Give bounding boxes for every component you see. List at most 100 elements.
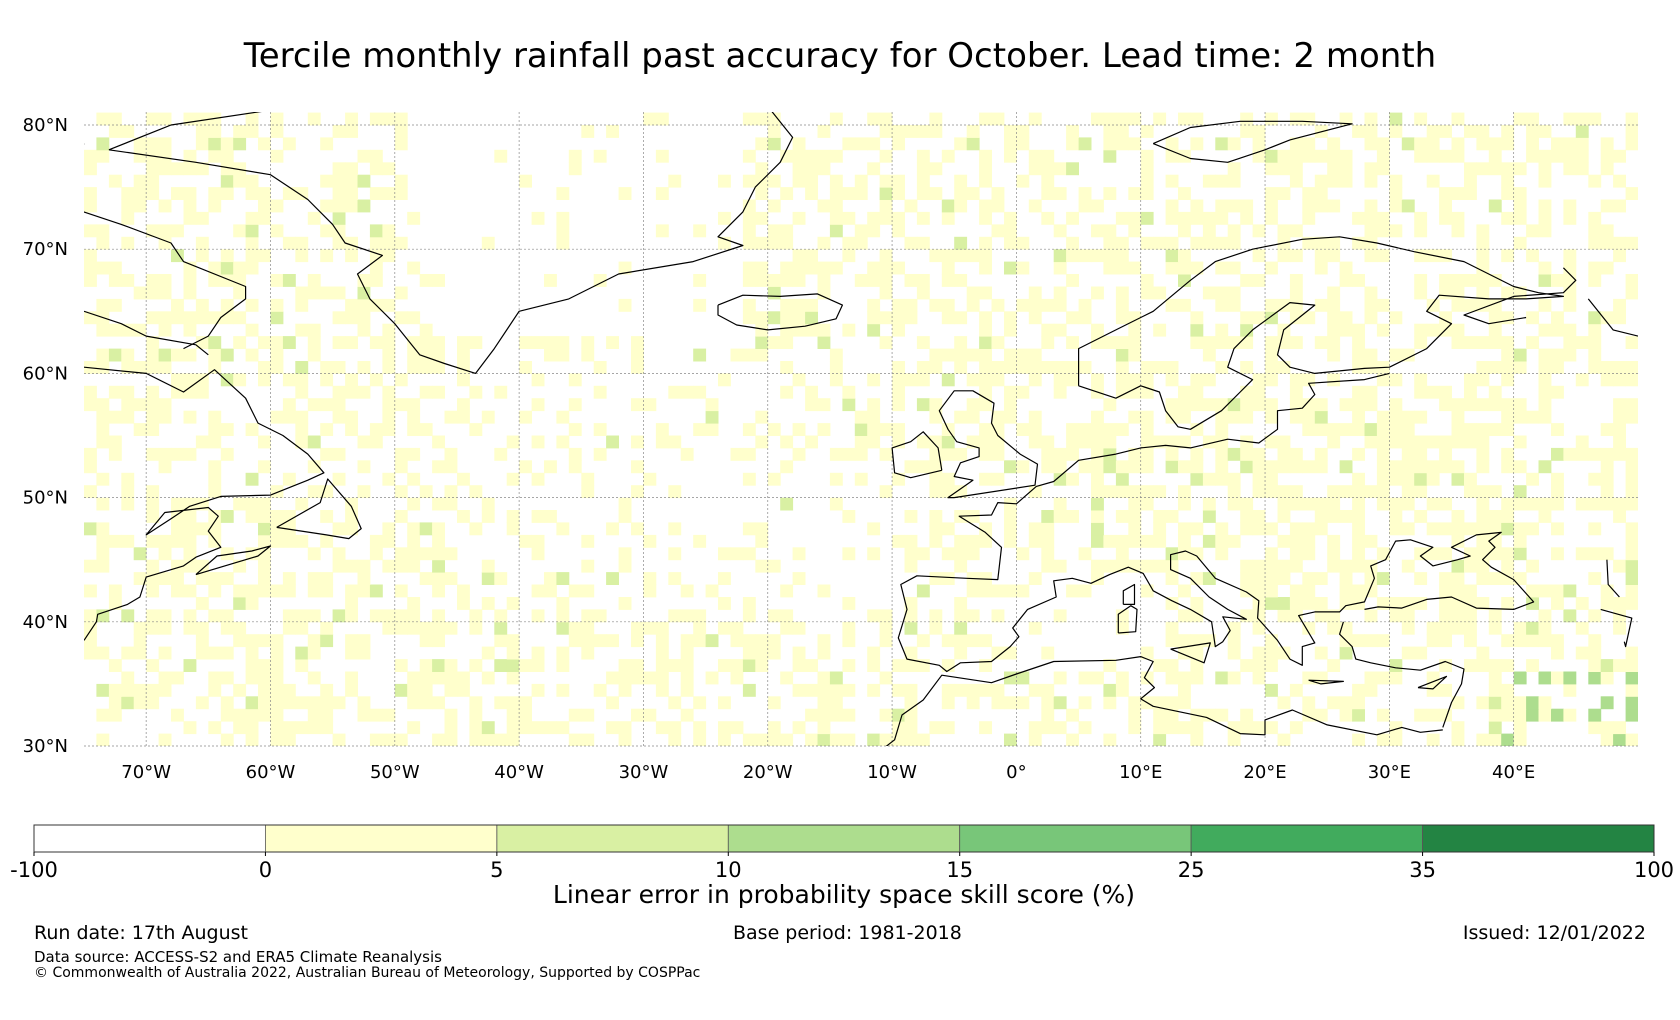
skill-cell <box>1215 236 1229 250</box>
skill-cell <box>233 683 247 697</box>
skill-cell <box>146 497 160 511</box>
skill-cell <box>345 311 358 325</box>
skill-cell <box>680 584 694 598</box>
skill-cell <box>581 621 595 635</box>
skill-cell <box>282 609 296 623</box>
skill-cell <box>1016 174 1030 188</box>
skill-cell <box>904 708 918 722</box>
skill-cell <box>1352 211 1365 225</box>
skill-cell <box>444 447 458 461</box>
skill-cell <box>1600 547 1614 561</box>
skill-cell <box>1451 187 1465 200</box>
skill-cell <box>1140 410 1154 424</box>
skill-cell <box>171 559 184 573</box>
skill-cell <box>593 385 607 399</box>
skill-cell <box>1153 236 1167 250</box>
skill-cell <box>1028 112 1042 126</box>
skill-cell <box>1613 149 1626 163</box>
skill-cell <box>1277 361 1291 374</box>
skill-cell <box>1613 659 1626 672</box>
skill-cell <box>519 460 532 474</box>
skill-cell <box>1352 125 1365 138</box>
skill-cell <box>1091 199 1104 213</box>
skill-cell <box>1227 261 1241 275</box>
skill-cell <box>1364 311 1378 325</box>
skill-cell <box>245 708 259 722</box>
skill-cell <box>1165 559 1179 573</box>
skill-cell <box>146 162 160 176</box>
skill-cell <box>1364 236 1378 250</box>
skill-cell <box>929 472 943 486</box>
skill-cell <box>432 572 445 585</box>
skill-cell <box>171 224 184 238</box>
skill-cell <box>718 733 731 746</box>
skill-cell <box>1289 249 1303 263</box>
skill-cell <box>1501 348 1515 362</box>
skill-cell <box>1488 733 1502 746</box>
skill-cell <box>929 162 943 176</box>
skill-cell <box>879 621 893 635</box>
skill-cell <box>1451 559 1465 573</box>
skill-cell <box>432 435 445 449</box>
skill-cell <box>1414 249 1428 263</box>
skill-cell <box>979 522 992 536</box>
skill-cell <box>829 497 843 511</box>
skill-cell <box>494 447 508 461</box>
skill-cell <box>1364 572 1378 585</box>
skill-cell <box>1265 410 1278 424</box>
skill-cell <box>730 671 744 685</box>
skill-cell <box>519 721 532 735</box>
skill-cell <box>879 249 893 263</box>
skill-cell <box>618 510 632 523</box>
skill-cell <box>817 162 831 176</box>
skill-cell <box>1352 733 1365 746</box>
skill-cell <box>954 336 968 349</box>
skill-cell <box>208 671 222 685</box>
skill-cell <box>195 646 209 660</box>
skill-cell <box>382 621 396 635</box>
skill-cell <box>245 472 259 486</box>
skill-cell <box>332 696 346 710</box>
skill-cell <box>295 236 309 250</box>
skill-cell <box>519 696 532 710</box>
skill-cell <box>1153 485 1167 499</box>
skill-cell <box>742 224 756 238</box>
skill-cell <box>258 435 271 449</box>
skill-cell <box>1501 708 1515 722</box>
skill-cell <box>146 174 160 188</box>
skill-cell <box>245 249 259 263</box>
skill-cell <box>369 708 383 722</box>
skill-cell <box>1439 522 1452 536</box>
skill-cell <box>1501 634 1515 648</box>
skill-cell <box>357 286 371 300</box>
skill-cell <box>556 410 570 424</box>
skill-cell <box>1215 398 1229 412</box>
skill-cell <box>233 137 247 151</box>
skill-cell <box>158 348 172 362</box>
skill-cell <box>1252 621 1266 635</box>
skill-cell <box>1513 361 1527 374</box>
skill-cell <box>1252 559 1266 573</box>
skill-cell <box>457 348 470 362</box>
longitude-tick-label: 10°E <box>1119 762 1162 783</box>
skill-cell <box>718 174 731 188</box>
skill-cell <box>258 671 271 685</box>
skill-cell <box>1215 261 1229 275</box>
skill-cell <box>867 311 881 325</box>
skill-cell <box>979 261 992 275</box>
skill-cell <box>1451 410 1465 424</box>
skill-cell <box>1464 373 1477 387</box>
skill-cell <box>1613 423 1626 436</box>
skill-cell <box>369 547 383 561</box>
skill-cell <box>1178 112 1191 126</box>
skill-cell <box>469 733 483 746</box>
skill-cell <box>1476 485 1490 499</box>
skill-cell <box>1115 261 1129 275</box>
skill-cell <box>979 149 992 163</box>
skill-cell <box>1215 211 1229 225</box>
skill-cell <box>1501 249 1515 263</box>
skill-cell <box>1277 249 1291 263</box>
skill-cell <box>183 211 197 225</box>
skill-cell <box>1091 286 1104 300</box>
skill-cell <box>1289 162 1303 176</box>
